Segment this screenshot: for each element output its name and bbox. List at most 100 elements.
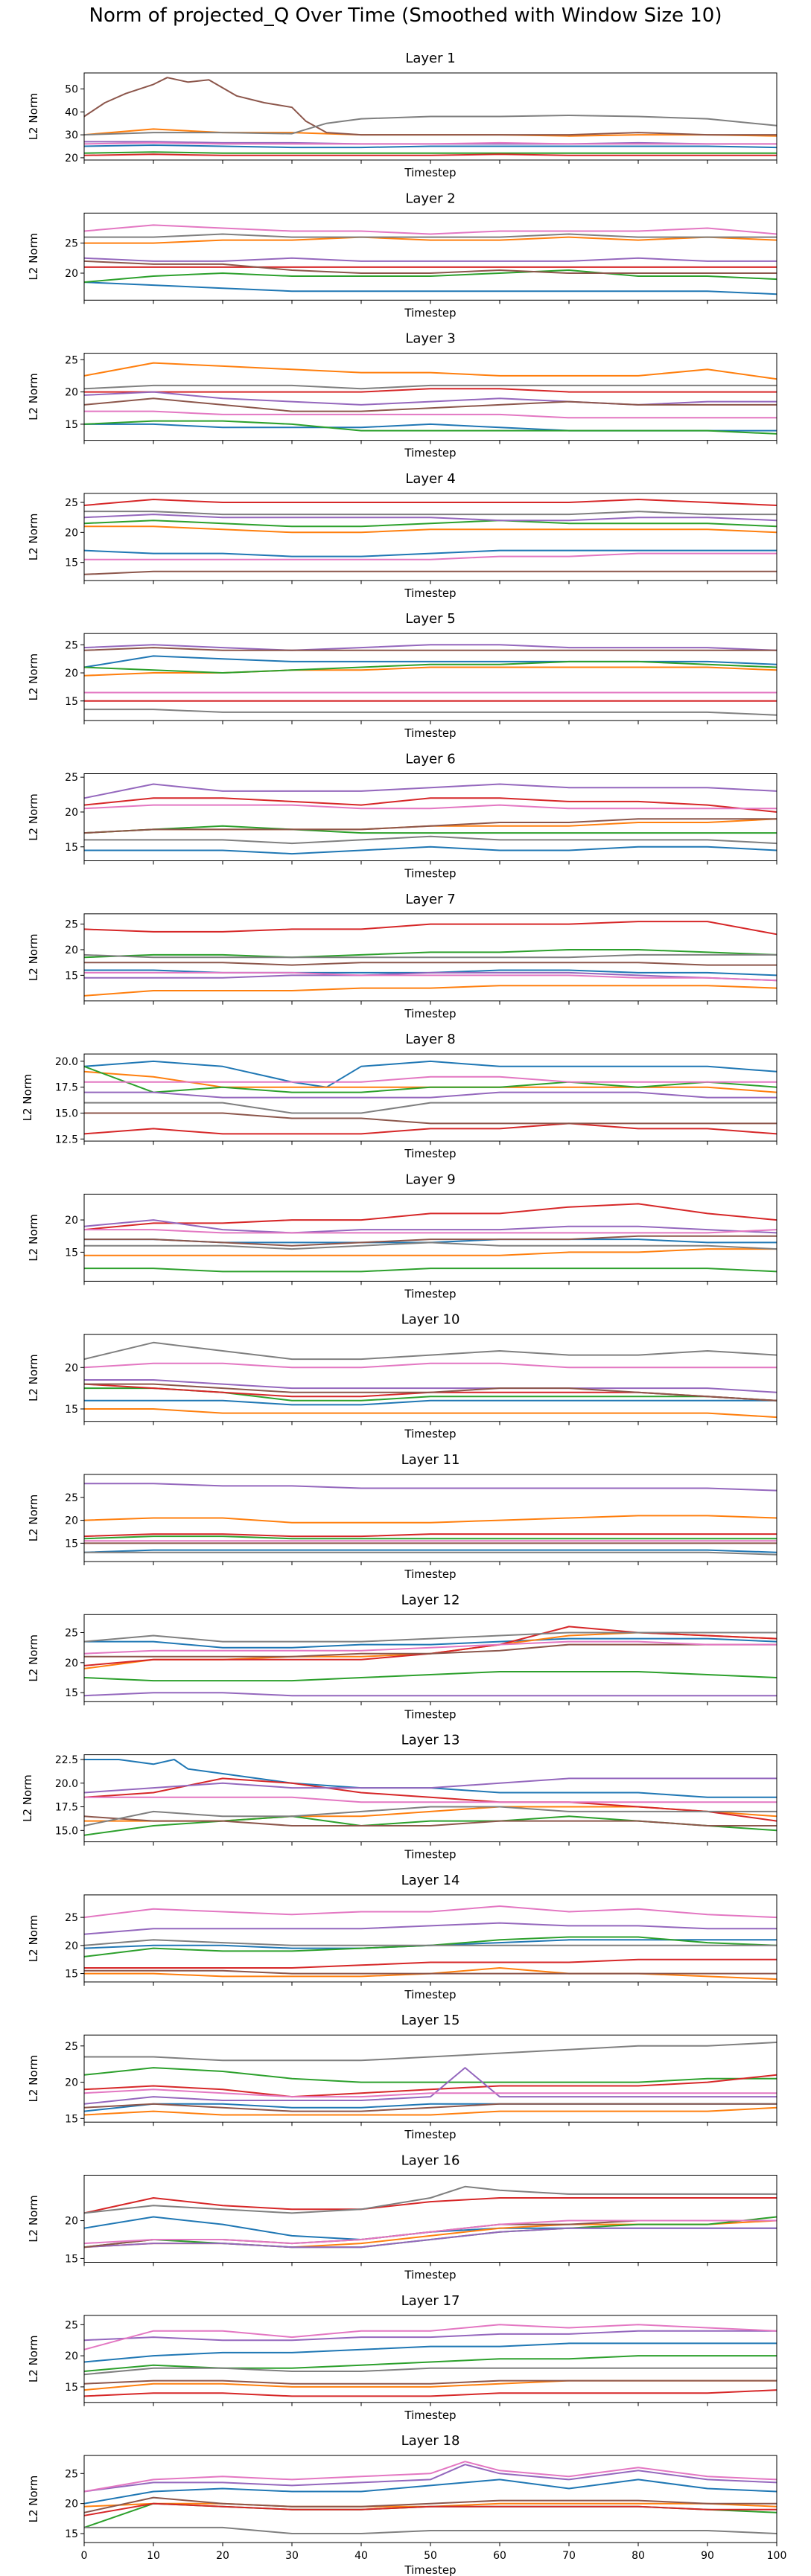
- series-line-1: [83, 281, 777, 295]
- series-line-4: [83, 2197, 777, 2214]
- series-line-5: [83, 514, 777, 522]
- y-tick-label: 17.5: [55, 1082, 78, 1094]
- series-line-8: [84, 511, 777, 516]
- y-tick-label: 15: [65, 1247, 78, 1259]
- x-axis-label: Timestep: [404, 2269, 456, 2282]
- y-tick-label: 20: [65, 1515, 78, 1527]
- series-line-6: [83, 77, 777, 136]
- series-line-1: [84, 1637, 777, 1649]
- series-line-4: [83, 1122, 777, 1135]
- y-tick-label: 50: [65, 84, 78, 96]
- plot-frame: [83, 1614, 777, 1702]
- y-tick-label: 20: [65, 2216, 78, 2228]
- y-tick-label: 20: [65, 2499, 78, 2511]
- x-tick-label: 40: [354, 2550, 368, 2562]
- subplot-18: Layer 18 15 20 25 0 10 20 30 40 50 60 70 80 90 100 Time…: [27, 2433, 786, 2576]
- series-line-7: [83, 2219, 777, 2245]
- series-line-5: [83, 1922, 777, 1935]
- series-line-4: [84, 1958, 777, 1969]
- y-tick-label: 12.5: [55, 1134, 78, 1145]
- series-line-8: [84, 2526, 777, 2534]
- series-line-2: [84, 1248, 777, 1256]
- plot-frame: [83, 2175, 777, 2263]
- series-line-7: [84, 410, 777, 419]
- y-tick-label: 25: [65, 238, 78, 250]
- subplot-title: Layer 14: [401, 1873, 460, 1888]
- plot-frame: [83, 2455, 777, 2543]
- series-line-5: [83, 783, 777, 799]
- y-tick-label: 20: [65, 1658, 78, 1669]
- series-line-3: [83, 269, 777, 284]
- series-line-4: [83, 921, 777, 936]
- series-line-1: [84, 423, 777, 432]
- subplot-title: Layer 17: [401, 2293, 460, 2309]
- series-line-4: [84, 388, 777, 393]
- series-line-6: [83, 397, 777, 412]
- y-axis-label: L2 Norm: [27, 233, 40, 281]
- y-tick-label: 15: [65, 2253, 78, 2265]
- x-tick-label: 60: [493, 2550, 506, 2562]
- series-line-3: [83, 151, 777, 154]
- series-line-8: [83, 2367, 777, 2376]
- y-axis-label: L2 Norm: [27, 934, 40, 982]
- y-axis-label: L2 Norm: [27, 653, 40, 701]
- y-axis-label: L2 Norm: [21, 1774, 34, 1822]
- series-line-1: [83, 1060, 777, 1088]
- series-line-6: [83, 2380, 777, 2385]
- plot-frame: [83, 1894, 777, 1983]
- series-line-4: [83, 1777, 777, 1822]
- subplot-6: Layer 6 15 20 25 Timestep L2 Norm: [27, 752, 777, 880]
- plot-frame: [83, 1754, 777, 1843]
- series-line-4: [83, 499, 777, 506]
- x-axis-label: Timestep: [404, 1567, 456, 1581]
- series-line-5: [83, 2227, 777, 2249]
- series-line-8: [84, 835, 777, 845]
- series-line-8: [83, 384, 777, 390]
- figure-title: Norm of projected_Q Over Time (Smoothed …: [89, 4, 722, 27]
- y-tick-label: 20: [65, 945, 78, 956]
- series-line-7: [83, 804, 777, 810]
- y-axis-label: L2 Norm: [27, 93, 40, 141]
- series-line-4: [83, 2074, 777, 2098]
- subplot-title: Layer 9: [405, 1172, 455, 1187]
- series-line-5: [84, 1379, 777, 1393]
- series-line-8: [83, 1631, 777, 1643]
- series-line-5: [83, 1219, 777, 1234]
- y-tick-label: 15: [65, 970, 78, 982]
- series-line-4: [83, 797, 777, 813]
- series-line-3: [83, 660, 777, 674]
- subplot-16: Layer 16 15 20 Timestep L2 Norm: [27, 2153, 777, 2282]
- y-tick-label: 25: [65, 2468, 78, 2480]
- series-line-3: [83, 825, 777, 834]
- series-line-5: [83, 2464, 777, 2493]
- subplot-8: Layer 8 12.5 15.0 17.5 20.0 Timestep L2 Norm: [21, 1032, 777, 1160]
- y-axis-label: L2 Norm: [27, 2055, 40, 2103]
- series-line-8: [84, 709, 777, 716]
- subplot-2: Layer 2 20 25 Timestep L2 Norm: [27, 191, 777, 319]
- series-line-6: [84, 1235, 777, 1247]
- series-line-4: [83, 153, 777, 156]
- series-line-7: [83, 224, 777, 235]
- plot-frame: [83, 493, 777, 581]
- plot-frame: [83, 773, 777, 861]
- y-tick-label: 20: [65, 268, 78, 280]
- x-axis-label: Timestep: [404, 2128, 456, 2141]
- y-tick-label: 20: [65, 668, 78, 680]
- subplot-title: Layer 16: [401, 2153, 460, 2169]
- x-axis-label: Timestep: [404, 726, 456, 740]
- series-line-7: [83, 141, 777, 145]
- subplot-5: Layer 5 15 20 25 Timestep L2 Norm: [27, 611, 777, 740]
- series-line-7: [84, 1796, 777, 1803]
- y-tick-label: 15: [65, 1687, 78, 1699]
- series-line-8: [84, 2042, 777, 2062]
- subplot-12: Layer 12 15 20 25 Timestep L2 Norm: [27, 1592, 777, 1721]
- series-line-1: [83, 2478, 777, 2505]
- series-line-6: [83, 2103, 777, 2112]
- x-tick-label: 20: [216, 2550, 229, 2562]
- subplot-title: Layer 8: [405, 1032, 455, 1047]
- subplot-15: Layer 15 15 20 25 Timestep L2 Norm: [27, 2013, 777, 2141]
- y-tick-label: 25: [65, 1912, 78, 1924]
- y-tick-label: 25: [65, 2319, 78, 2331]
- y-tick-label: 15: [65, 1404, 78, 1416]
